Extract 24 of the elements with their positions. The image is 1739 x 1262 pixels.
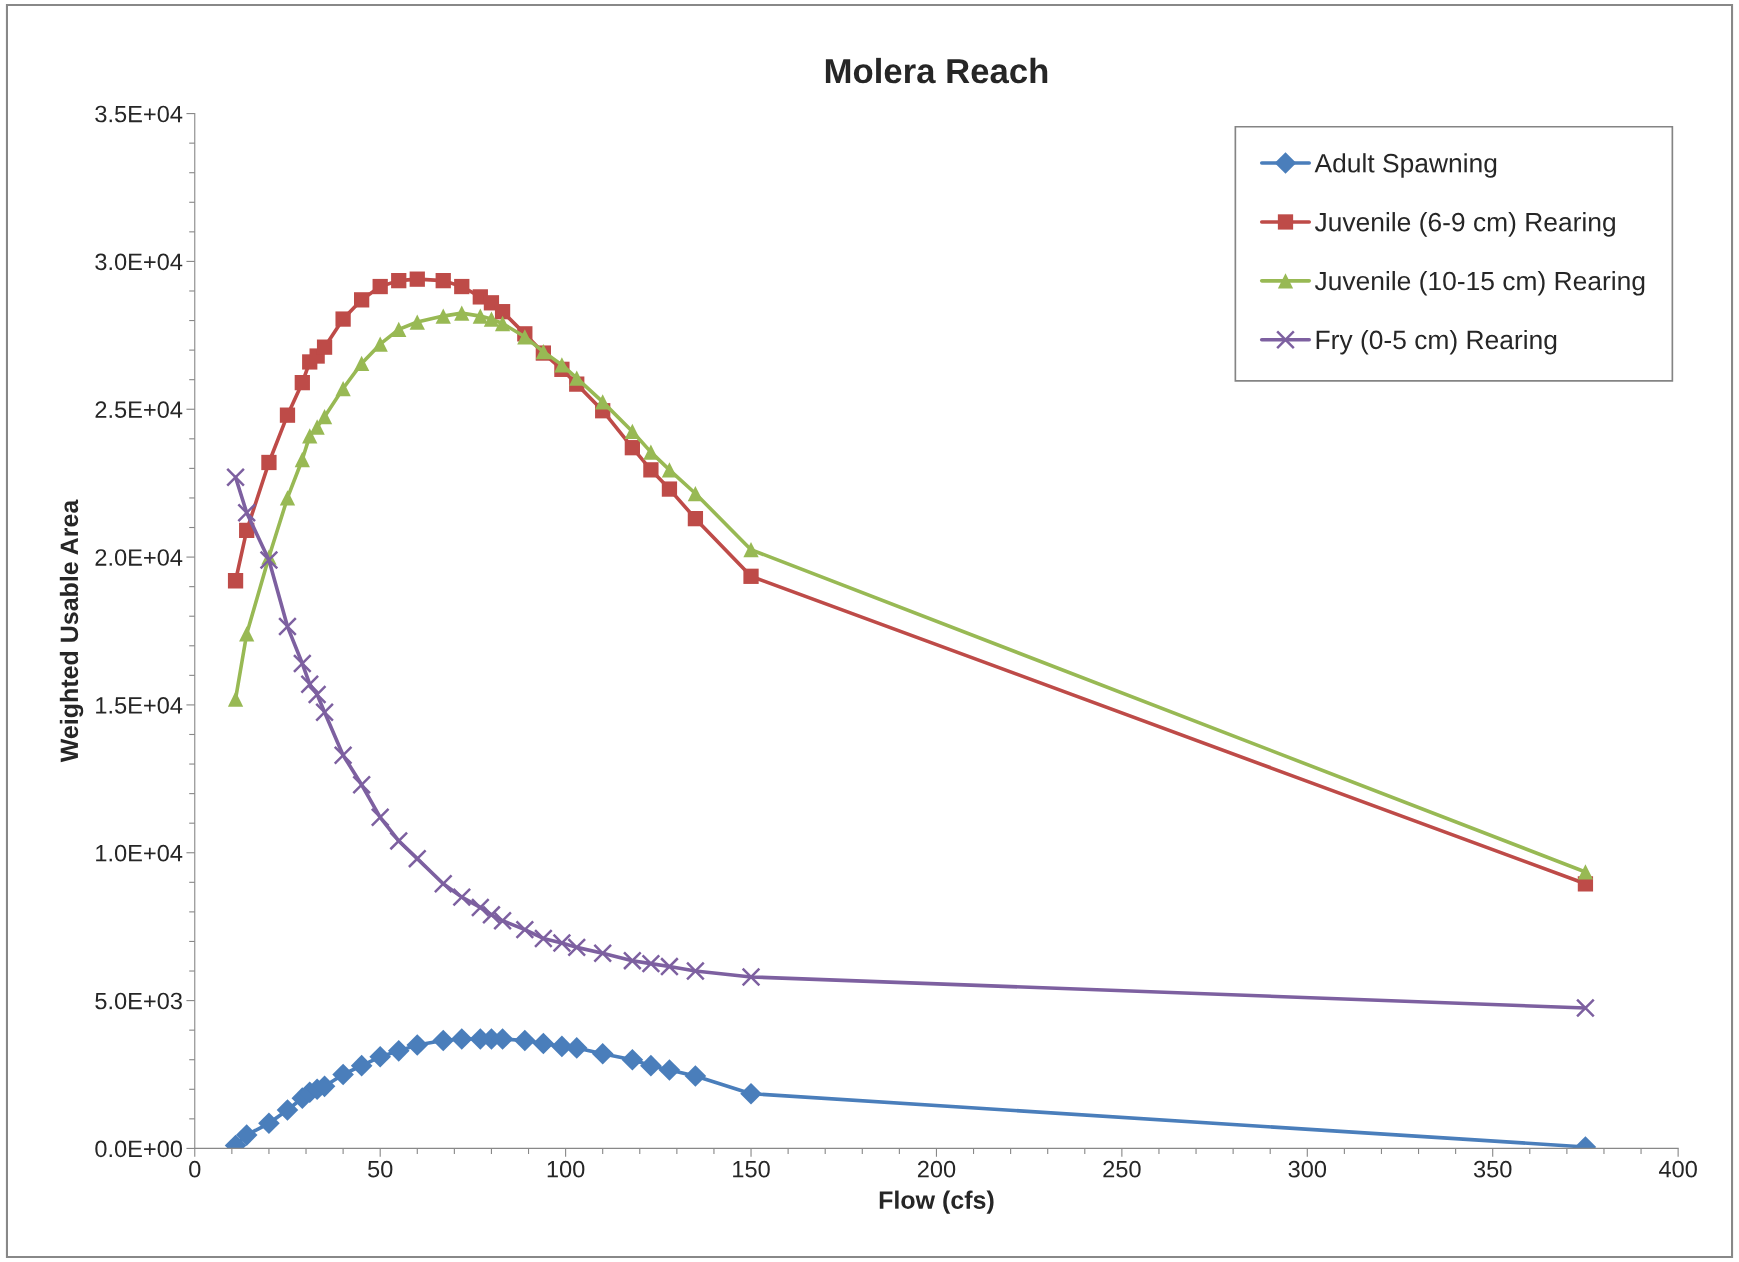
legend-label: Adult Spawning — [1314, 153, 1497, 178]
y-tick-label: 3.0E+04 — [95, 253, 183, 271]
x-tick-label: 150 — [733, 1160, 770, 1178]
legend-label: Juvenile (6-9 cm) Rearing — [1314, 212, 1615, 237]
y-tick-label: 3.5E+04 — [95, 105, 183, 123]
x-tick-label: 50 — [368, 1160, 393, 1178]
x-tick-label: 100 — [547, 1160, 585, 1178]
legend-label: Juvenile (10-15 cm) Rearing — [1314, 270, 1645, 296]
x-axis-title: Flow (cfs) — [879, 1190, 994, 1214]
x-tick-label: 250 — [1103, 1160, 1141, 1178]
x-tick-label: 300 — [1288, 1160, 1327, 1178]
legend-label: Fry (0-5 cm) Rearing — [1316, 329, 1557, 355]
y-tick-label: 1.5E+04 — [96, 696, 183, 714]
y-tick-label: 0.0E+00 — [95, 1140, 183, 1158]
y-tick-label: 1.0E+04 — [96, 844, 183, 862]
x-tick-label: 0 — [189, 1160, 201, 1178]
y-tick-label: 5.0E+03 — [95, 992, 182, 1010]
x-tick-label: 350 — [1473, 1160, 1512, 1178]
x-tick-label: 400 — [1658, 1160, 1697, 1178]
chart-title: Molera Reach — [825, 57, 1048, 84]
x-tick-label: 200 — [917, 1160, 956, 1178]
y-tick-label: 2.0E+04 — [95, 549, 183, 566]
y-tick-label: 2.5E+04 — [95, 401, 183, 419]
y-axis-title: Weighted Usable Area — [59, 499, 84, 763]
